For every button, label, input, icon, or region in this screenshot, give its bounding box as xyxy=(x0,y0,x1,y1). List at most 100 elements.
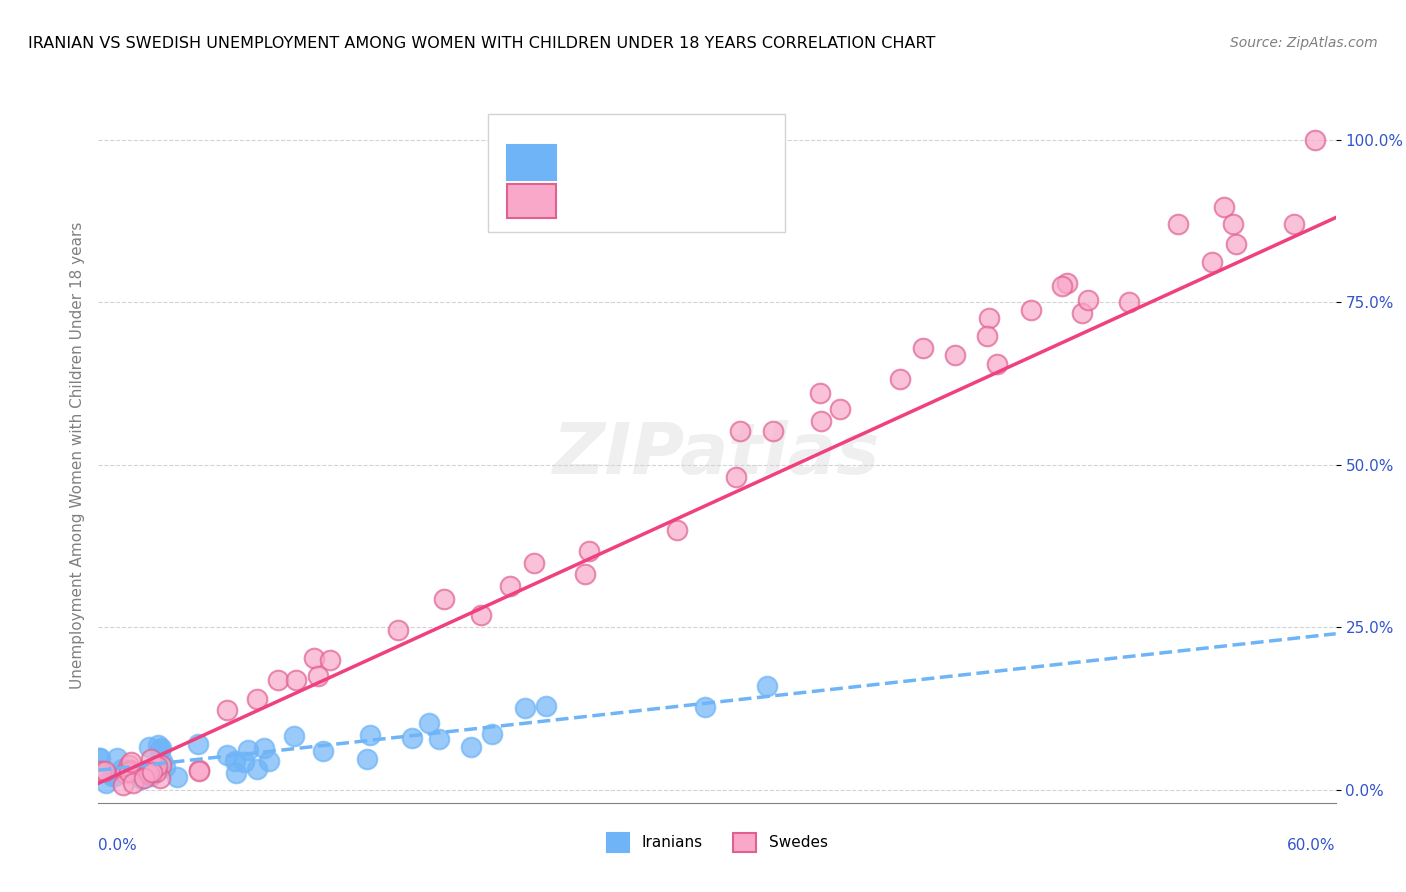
Point xyxy=(810,414,832,428)
Point xyxy=(986,357,1008,371)
Point xyxy=(150,755,173,769)
Point xyxy=(94,764,117,779)
Point xyxy=(359,728,381,742)
Point xyxy=(1303,132,1326,146)
Point xyxy=(725,470,748,484)
Point xyxy=(1070,306,1092,320)
Point xyxy=(188,763,211,777)
Point xyxy=(246,762,269,776)
Point xyxy=(225,766,247,780)
Point xyxy=(139,769,162,783)
Point xyxy=(808,386,831,401)
Point xyxy=(401,731,423,746)
Text: R = 0.813   N = 55: R = 0.813 N = 55 xyxy=(568,185,754,203)
Point xyxy=(433,592,456,607)
Point xyxy=(129,772,152,787)
Point xyxy=(515,701,537,715)
Point xyxy=(460,740,482,755)
Point xyxy=(128,764,150,779)
Point xyxy=(224,754,246,768)
Point xyxy=(976,329,998,343)
Point xyxy=(143,761,166,775)
Point xyxy=(166,771,188,785)
Point xyxy=(756,679,779,693)
FancyBboxPatch shape xyxy=(506,145,557,180)
Point xyxy=(149,758,172,772)
Point xyxy=(112,778,135,792)
Point xyxy=(1050,278,1073,293)
Point xyxy=(762,424,785,438)
Point xyxy=(730,425,752,439)
Point xyxy=(889,372,911,386)
Point xyxy=(574,567,596,582)
Point xyxy=(114,766,136,780)
Text: Source: ZipAtlas.com: Source: ZipAtlas.com xyxy=(1230,36,1378,50)
Point xyxy=(145,764,167,779)
Point xyxy=(1167,217,1189,231)
Point xyxy=(246,692,269,706)
Point xyxy=(1077,293,1099,307)
Point xyxy=(1019,302,1042,317)
Point xyxy=(138,740,160,755)
Point xyxy=(259,754,281,768)
Point xyxy=(146,738,169,752)
Point xyxy=(105,751,128,765)
Point xyxy=(122,776,145,790)
Text: 0.0%: 0.0% xyxy=(98,838,138,853)
Y-axis label: Unemployment Among Women with Children Under 18 years: Unemployment Among Women with Children U… xyxy=(69,221,84,689)
Point xyxy=(304,651,326,665)
Point xyxy=(155,760,177,774)
Point xyxy=(534,699,557,714)
Point xyxy=(101,768,124,782)
Point xyxy=(87,750,110,764)
Point xyxy=(665,524,688,538)
Point xyxy=(233,755,256,769)
Point xyxy=(188,764,211,778)
FancyBboxPatch shape xyxy=(506,184,557,219)
Text: IRANIAN VS SWEDISH UNEMPLOYMENT AMONG WOMEN WITH CHILDREN UNDER 18 YEARS CORRELA: IRANIAN VS SWEDISH UNEMPLOYMENT AMONG WO… xyxy=(28,36,935,51)
Legend: Iranians, Swedes: Iranians, Swedes xyxy=(600,827,834,858)
Text: R = 0.492   N = 40: R = 0.492 N = 40 xyxy=(568,153,754,171)
Point xyxy=(387,624,409,638)
Point xyxy=(356,751,378,765)
Point xyxy=(111,762,134,776)
Point xyxy=(312,744,335,758)
Point xyxy=(187,737,209,751)
Point xyxy=(1284,217,1306,231)
Point xyxy=(120,755,142,769)
Point xyxy=(253,741,276,756)
Point xyxy=(132,771,155,785)
Point xyxy=(1201,254,1223,268)
Point xyxy=(1056,276,1078,290)
Point xyxy=(145,759,167,773)
Point xyxy=(318,653,340,667)
Point xyxy=(283,729,305,743)
Point xyxy=(141,764,163,779)
Point xyxy=(307,669,329,683)
Point xyxy=(1225,237,1247,252)
Point xyxy=(427,732,450,747)
Text: 60.0%: 60.0% xyxy=(1288,838,1336,853)
Point xyxy=(943,348,966,362)
Point xyxy=(90,764,112,778)
Point xyxy=(499,579,522,593)
Point xyxy=(118,757,141,772)
Point xyxy=(977,310,1000,325)
Point xyxy=(149,772,172,786)
Point xyxy=(523,556,546,570)
Point xyxy=(1118,295,1140,310)
Point xyxy=(150,741,173,756)
Point xyxy=(1222,217,1244,231)
Point xyxy=(141,752,163,766)
Point xyxy=(104,769,127,783)
FancyBboxPatch shape xyxy=(488,114,785,232)
Point xyxy=(217,747,239,762)
Point xyxy=(94,775,117,789)
Point xyxy=(912,341,935,355)
Point xyxy=(418,716,440,731)
Point xyxy=(236,743,259,757)
Point xyxy=(828,402,851,417)
Point xyxy=(481,727,503,741)
Point xyxy=(266,673,288,687)
Point xyxy=(149,742,172,756)
